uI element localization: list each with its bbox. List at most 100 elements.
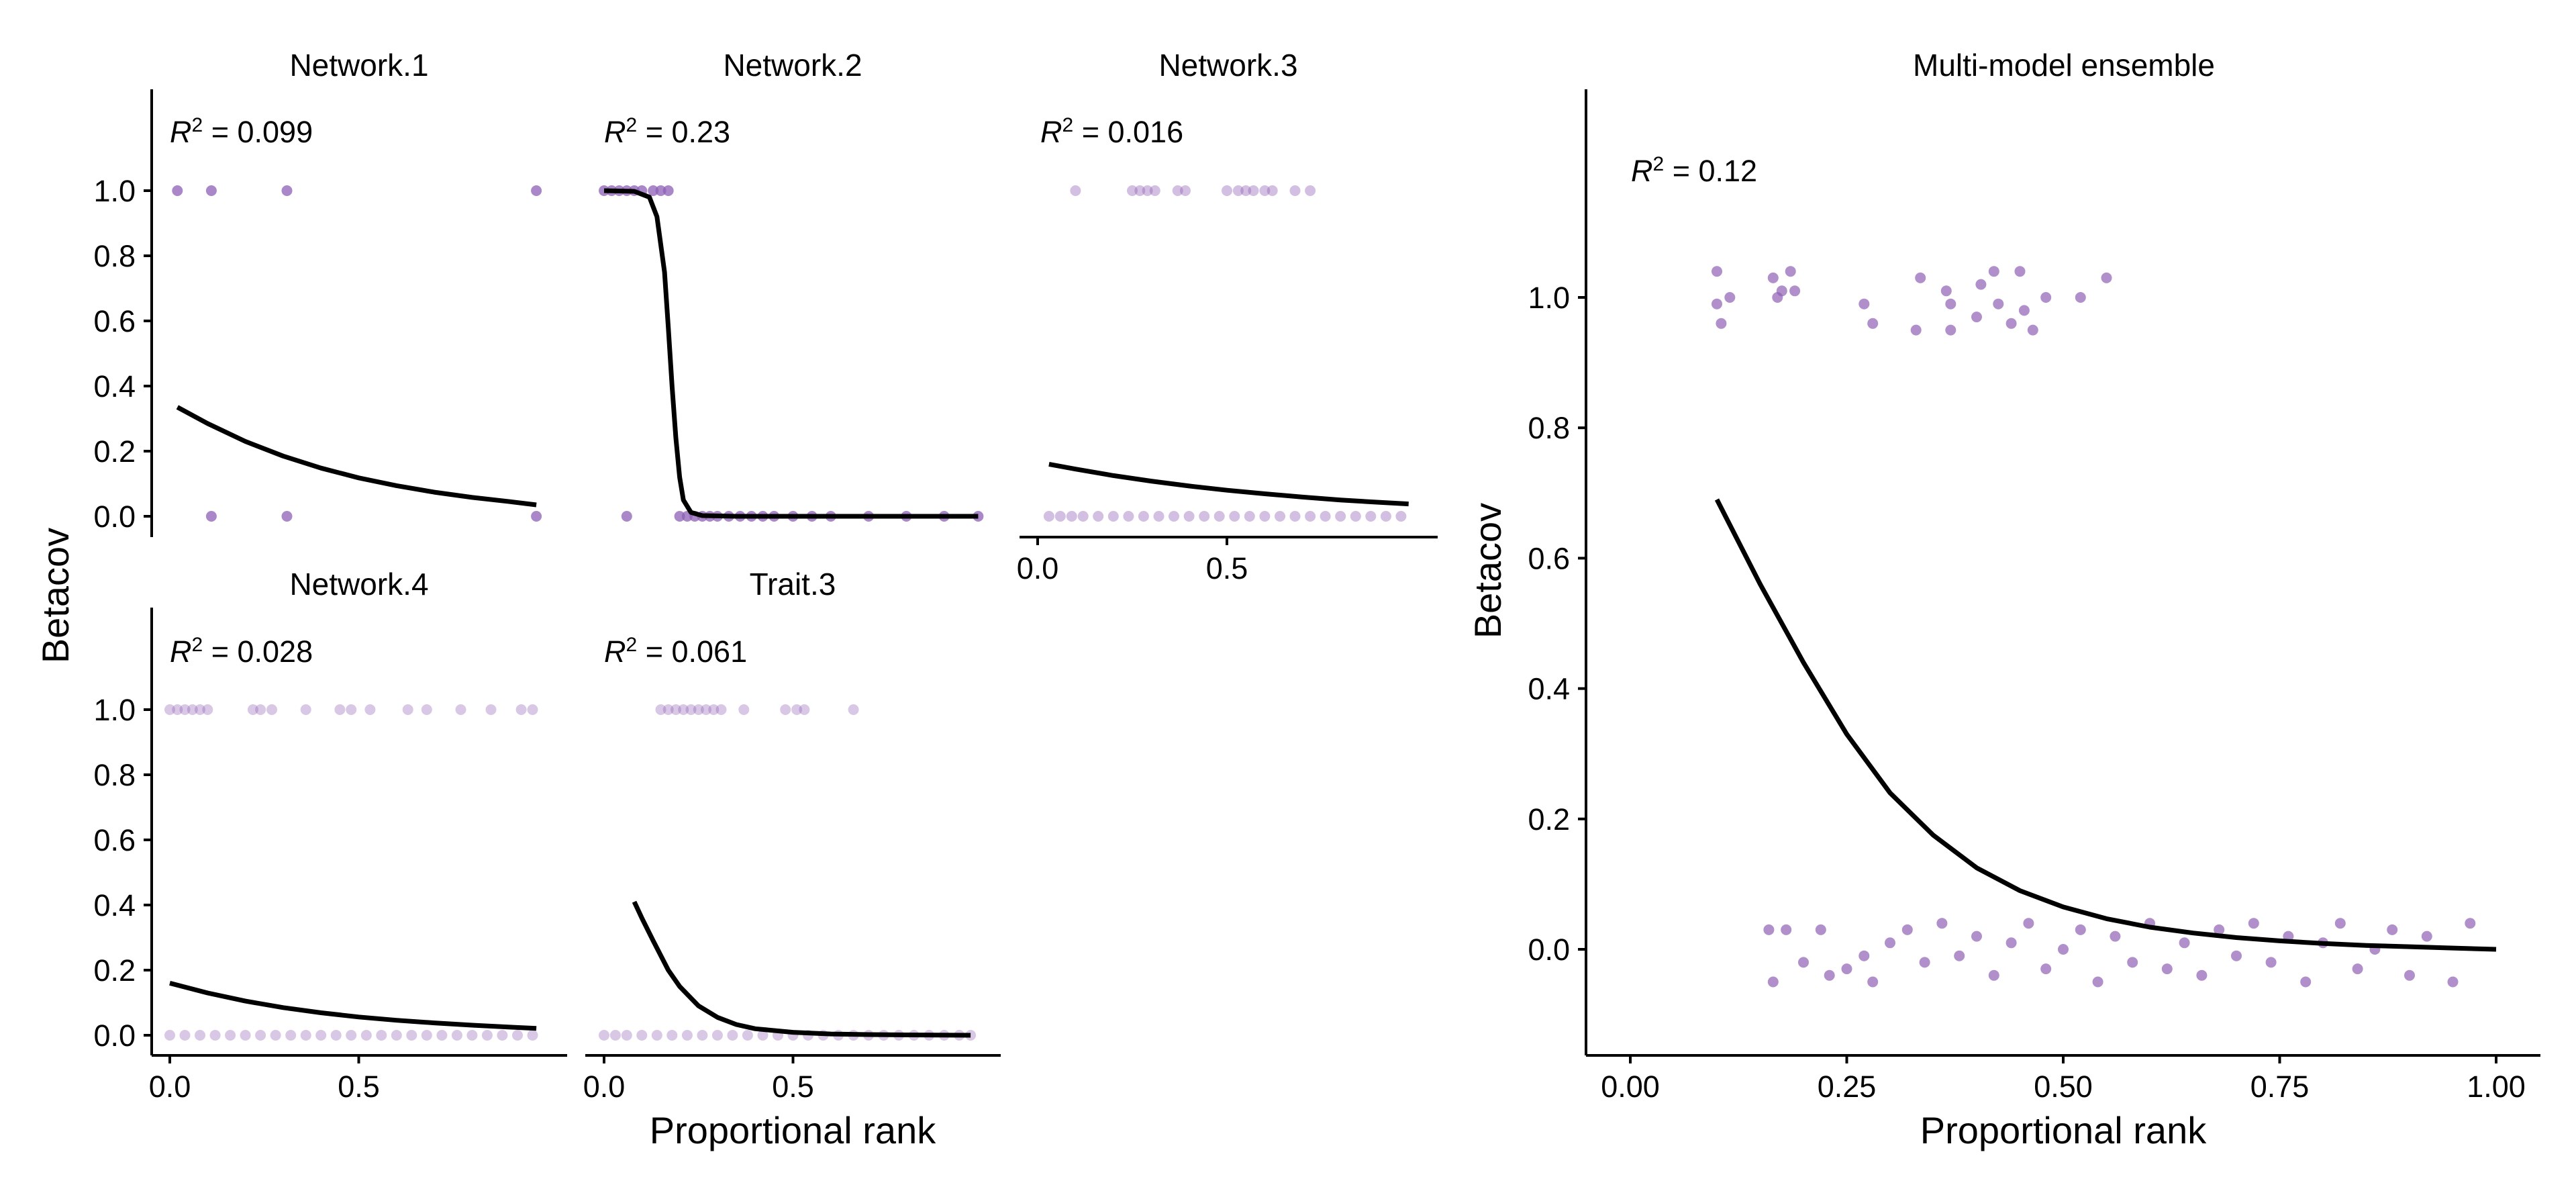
data-point [693,704,704,715]
data-point [2127,957,2138,968]
panel-trait-3: Trait.3 R2 = 0.061 0.0 0.5 [583,567,1001,1104]
data-point [455,704,466,715]
data-point [685,704,697,715]
point-layer [164,704,538,1041]
panel-ensemble: Multi-model ensemble R2 = 0.12 0.0 0.2 0.4… [1467,48,2540,1151]
data-point [195,1030,205,1041]
data-point [2040,292,2052,303]
data-point [1712,298,1722,310]
data-point [655,704,666,715]
data-point [1169,511,1179,522]
data-point [402,704,413,715]
panel-network-2: Network.2 R2 = 0.23 [599,48,984,522]
data-point [281,185,293,196]
data-point [531,185,542,196]
data-point [697,1030,708,1041]
data-point [791,704,803,715]
data-point [2023,918,2034,929]
data-point [406,1030,417,1041]
data-point [1153,511,1165,522]
data-point [727,1030,738,1041]
data-point [1248,185,1259,196]
fitted-curve [1048,461,1409,507]
y-tick-label: 0.8 [1528,411,1570,445]
data-point [1289,185,1301,196]
data-point [346,704,357,715]
data-point [655,185,666,196]
panel-title: Network.2 [723,48,862,83]
x-tick-label: 0.5 [772,1069,814,1104]
data-point [205,185,217,196]
data-point [164,1030,175,1041]
data-point [1077,511,1089,522]
y-tick-label: 1.0 [93,693,136,727]
y-tick-label: 0.0 [93,500,136,534]
data-point [609,1030,621,1041]
x-tick-label: 0.0 [1017,551,1059,585]
y-tick-label: 0.6 [93,304,136,338]
data-point [247,704,258,715]
point-layer [1043,185,1407,522]
r2-value: 0.016 [1107,115,1183,149]
data-point [2027,324,2038,336]
data-point [2161,963,2173,975]
data-point [1138,511,1149,522]
data-point [1841,963,1852,975]
data-point [1149,185,1160,196]
data-point [1936,918,1948,929]
data-point [1199,511,1210,522]
y-tick-label: 0.4 [93,888,136,922]
data-point [1054,511,1066,522]
data-point [2196,969,2208,981]
data-point [1123,511,1134,522]
data-point [315,1030,327,1041]
data-point [1229,511,1240,522]
data-point [1350,511,1361,522]
data-point [195,704,205,715]
x-tick-label: 0.75 [2250,1069,2310,1104]
data-point [2447,976,2459,988]
data-point [742,1030,753,1041]
data-point [266,704,277,715]
data-point [2101,272,2112,283]
fitted-curve [176,405,537,508]
data-point [1716,318,1727,329]
panel-title: Network.3 [1158,48,1297,83]
data-point [1945,324,1956,336]
data-point [1172,185,1183,196]
data-point [636,1030,648,1041]
data-point [1267,185,1278,196]
data-point [205,511,217,522]
data-point [531,511,542,522]
x-tick-label: 0.5 [1206,551,1248,585]
data-point [1988,969,1999,981]
panel-network-3: Network.3 R2 = 0.016 0.0 0.5 [1017,48,1438,585]
r2-annotation: R2 = 0.061 [604,634,747,669]
data-point [1767,976,1779,988]
data-point [1305,185,1316,196]
data-point [1259,185,1271,196]
y-tick-label: 0.2 [93,434,136,469]
r2-annotation: R2 = 0.028 [170,634,313,669]
data-point [621,511,632,522]
y-tick-label: 0.0 [93,1018,136,1053]
data-point [662,704,674,715]
data-point [1275,511,1285,522]
x-axis-ticks: 0.0 0.5 [583,1055,814,1104]
data-point [2248,918,2259,929]
data-point [621,1030,632,1041]
r2-annotation: R2 = 0.23 [604,114,730,150]
data-point [1975,279,1987,290]
panel-title: Network.4 [289,567,428,602]
fitted-curve [632,900,971,1038]
r2-annotation: R2 = 0.099 [170,114,313,150]
r2-value: 0.099 [237,115,313,149]
data-point [2110,931,2121,942]
data-point [515,704,527,715]
x-tick-label: 0.0 [149,1069,191,1104]
data-point [485,704,497,715]
panel-title: Multi-model ensemble [1913,48,2215,83]
data-point [164,704,175,715]
y-tick-label: 0.2 [1528,802,1570,837]
